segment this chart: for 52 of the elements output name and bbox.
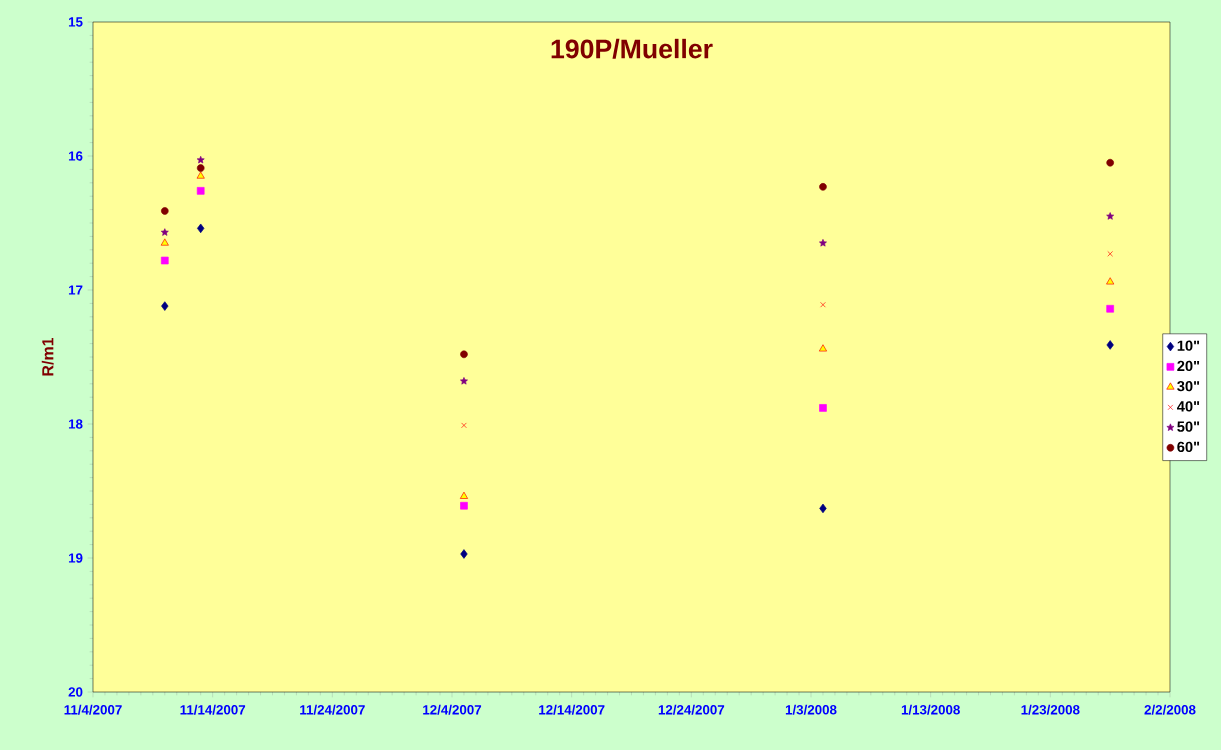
y-tick-label: 19: [68, 553, 83, 563]
point: [819, 183, 827, 191]
point: [196, 155, 205, 164]
point: [818, 344, 827, 352]
point: [819, 404, 827, 412]
x-tick-label: 1/13/2008: [901, 704, 960, 715]
point: [160, 256, 169, 265]
point: [160, 238, 169, 246]
point: [460, 350, 468, 359]
y-tick-label: 15: [68, 17, 83, 27]
point: [160, 207, 169, 215]
x-tick-label: 11/4/2007: [64, 704, 122, 715]
point: [1106, 340, 1114, 350]
x-tick-label: 11/24/2007: [300, 704, 365, 715]
x-tick-label: 1/23/2008: [1021, 704, 1080, 715]
legend-label: 40": [1177, 401, 1200, 412]
point: [820, 301, 826, 308]
point: [197, 223, 205, 234]
point: [461, 422, 467, 429]
legend-label: 10": [1177, 340, 1200, 351]
legend-label: 30": [1177, 380, 1200, 392]
point: [460, 501, 468, 510]
point: [1106, 212, 1115, 220]
legend-label: 50": [1177, 421, 1200, 432]
y-tick-label: 17: [68, 285, 83, 295]
point: [1106, 158, 1114, 167]
point: [460, 377, 468, 385]
point: [459, 491, 468, 499]
point: [460, 549, 468, 559]
point: [196, 164, 205, 172]
point: [196, 171, 205, 179]
legend-label: 20": [1177, 360, 1200, 372]
point: [160, 228, 169, 236]
y-axis-title: R/m1: [41, 337, 54, 376]
text: 190P/Mueller: [551, 38, 713, 59]
y-tick-label: 16: [68, 151, 83, 161]
x-tick-label: 12/4/2007: [423, 704, 482, 715]
legend-label: 60": [1177, 441, 1200, 453]
point: [161, 301, 169, 311]
point: [1107, 251, 1113, 257]
x-tick-label: 1/3/2008: [785, 704, 837, 715]
point: [1106, 304, 1114, 313]
x-tick-label: 11/14/2007: [180, 704, 246, 715]
x-tick-label: 12/24/2007: [658, 704, 725, 715]
x-tick-label: 12/14/2007: [539, 704, 605, 715]
point: [819, 239, 827, 247]
y-tick-label: 20: [68, 687, 83, 697]
y-tick-label: 18: [68, 419, 83, 429]
point: [196, 187, 205, 195]
point: [819, 503, 827, 514]
point: [1106, 277, 1115, 285]
x-tick-label: 2/2/2008: [1144, 704, 1196, 715]
